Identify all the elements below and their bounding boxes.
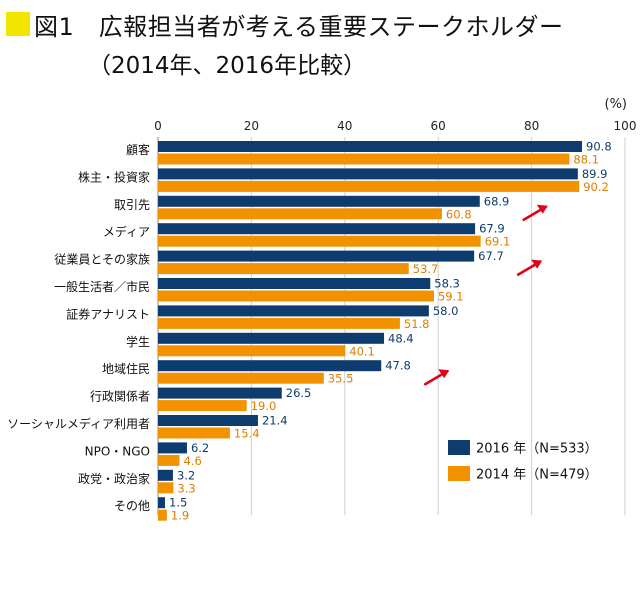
value-label-2014: 3.3 [177,481,195,495]
value-label-2016: 58.0 [433,304,459,318]
value-label-2014: 35.5 [328,372,354,386]
legend-label: 2014 年（N=479） [476,468,598,483]
chart-title: 図1 広報担当者が考える重要ステークホルダー [34,12,564,41]
bar-2016 [158,415,258,426]
value-label-2014: 60.8 [446,207,472,221]
bar-2014 [158,427,230,439]
bar-2016 [158,278,431,289]
value-label-2016: 67.7 [478,249,504,263]
bar-2016 [158,442,187,454]
x-tick-label: 20 [244,119,259,133]
value-label-2014: 88.1 [573,153,599,167]
bar-2014 [158,372,324,384]
bar-2014 [158,180,580,192]
bar-2014 [158,153,570,165]
value-label-2016: 58.3 [434,277,460,291]
category-label: NPO・NGO [85,444,150,458]
value-label-2016: 90.8 [586,140,612,154]
bar-2016 [158,387,282,399]
bar-2016 [158,141,583,152]
bar-2016 [158,195,480,207]
category-label: その他 [114,499,150,513]
value-label-2016: 68.9 [484,194,510,208]
value-label-2016: 3.2 [177,468,195,482]
category-label: 顧客 [126,142,150,157]
legend-label: 2016 年（N=533） [476,442,598,457]
bar-2014 [158,235,481,247]
bar-2014 [158,345,346,357]
value-label-2014: 4.6 [183,454,201,468]
chart-title-block: 図1 広報担当者が考える重要ステークホルダー （2014年、2016年比較） [6,6,636,80]
bar-2016 [158,168,578,180]
trend-arrow-head-icon [438,369,450,379]
value-label-2014: 51.8 [404,317,430,331]
bar-2016 [158,250,475,262]
x-tick-label: 100 [614,119,637,133]
bar-2016 [158,223,476,235]
category-label: 株主・投資家 [78,169,150,184]
title-marker-icon [6,12,30,36]
trend-arrow-head-icon [536,204,548,214]
value-label-2014: 69.1 [485,235,511,249]
value-label-2016: 67.9 [479,222,505,236]
category-label: 一般生活者／市民 [54,279,150,294]
bar-2014 [158,454,180,466]
category-label: 学生 [126,334,150,349]
x-tick-label: 60 [431,119,446,133]
category-label: 取引先 [114,198,150,212]
value-label-2014: 40.1 [349,344,375,358]
value-label-2014: 90.2 [583,180,609,194]
legend-swatch [448,466,470,481]
x-tick-label: 80 [524,119,539,133]
value-label-2014: 59.1 [438,290,464,304]
bar-2016 [158,360,382,372]
chart-subtitle: （2014年、2016年比較） [88,53,367,79]
category-label: 従業員とその家族 [54,252,150,267]
bar-2014 [158,263,409,275]
value-label-2016: 26.5 [286,386,312,400]
x-tick-label: 40 [337,119,352,133]
bar-2014 [158,290,434,302]
value-label-2016: 1.5 [169,496,187,510]
value-label-2014: 19.0 [251,399,277,413]
trend-arrow-head-icon [531,259,543,269]
legend-swatch [448,440,470,455]
value-label-2014: 53.7 [413,262,439,276]
value-label-2016: 89.9 [582,167,608,181]
category-label: ソーシャルメディア利用者 [7,416,150,431]
category-label: 地域住民 [102,362,150,376]
value-label-2016: 47.8 [385,359,411,373]
category-label: 政党・政治家 [78,471,150,486]
category-label: 行政関係者 [90,390,150,404]
value-label-2016: 48.4 [388,331,414,345]
bar-2016 [158,332,385,344]
bar-2014 [158,400,247,412]
bar-2014 [158,317,400,329]
category-label: 証券アナリスト [66,306,150,321]
value-label-2016: 21.4 [262,414,288,428]
value-label-2016: 6.2 [191,441,209,455]
value-label-2014: 15.4 [234,427,260,441]
x-tick-label: 0 [154,119,162,133]
bar-2014 [158,482,174,494]
bar-2014 [158,509,167,521]
unit-label: (%) [605,97,628,112]
value-label-2014: 1.9 [171,509,189,523]
category-label: メディア [103,224,150,239]
bar-2016 [158,305,429,317]
bar-2014 [158,208,442,220]
bar-2016 [158,497,166,509]
bar-2016 [158,469,173,481]
